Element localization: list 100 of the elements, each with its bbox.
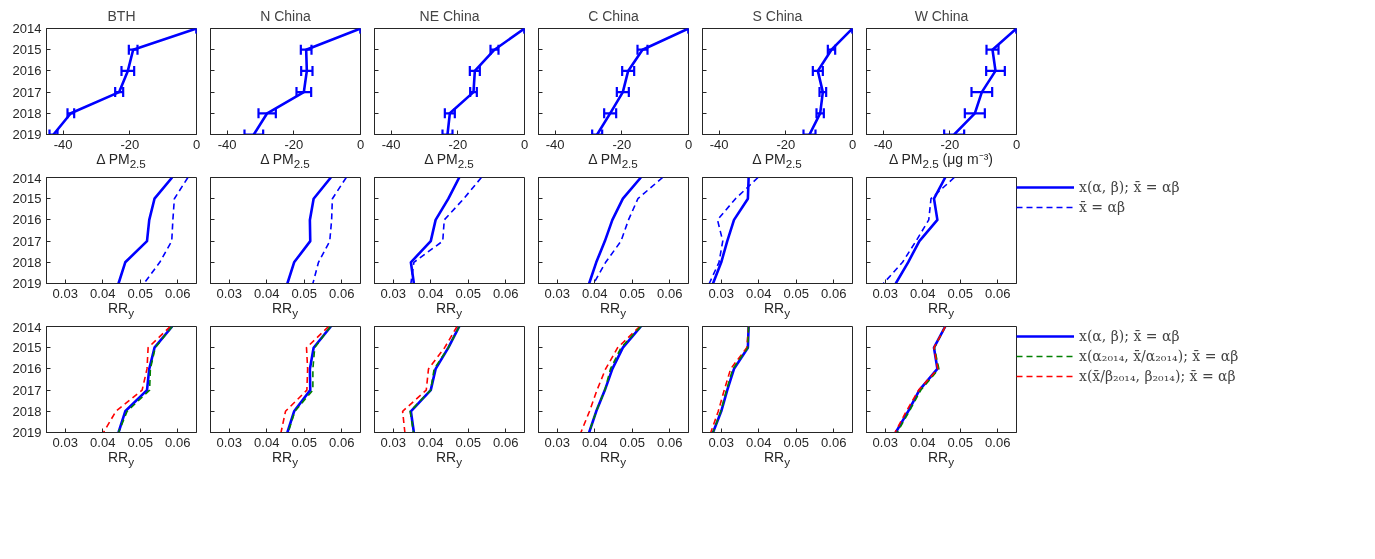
legend-label: x(x̄/β₂₀₁₄, β₂₀₁₄); x̄ = αβ	[1079, 368, 1236, 384]
y-tick-label: 2019	[12, 127, 42, 142]
x-axis-title: Δ PM$_{2.5}$	[587, 151, 639, 172]
x-tick-label: 0	[848, 136, 857, 152]
x-tick-label: -20	[612, 136, 632, 152]
x-tick-label: 0.03	[52, 434, 78, 450]
y-tick-label: 2016	[12, 63, 42, 79]
x-tick-label: 0.06	[821, 434, 847, 450]
x-tick-label: 0.06	[657, 285, 683, 301]
y-tick-label: 2015	[12, 42, 42, 58]
y-tick-label: 2016	[12, 361, 42, 377]
x-tick-label: -40	[381, 136, 401, 152]
x-tick-label: 0.04	[746, 285, 772, 301]
x-tick-label: -40	[217, 136, 237, 152]
x-axis-title: RR$_{y}$	[270, 300, 300, 321]
x-tick-label: 0.05	[947, 434, 973, 450]
x-tick-label: 0	[356, 136, 365, 152]
y-tick-label: 2016	[12, 212, 42, 228]
x-tick-label: -40	[53, 136, 73, 152]
chart-title: BTH	[107, 7, 136, 24]
legend-label: x(α, β); x̄ = αβ	[1079, 179, 1180, 195]
x-axis-title: Δ PM$_{2.5}$ (μg m⁻³)	[888, 151, 994, 172]
y-tick-label: 2015	[12, 191, 42, 207]
x-tick-label: 0.04	[90, 285, 116, 301]
x-tick-label: 0.04	[910, 434, 936, 450]
x-axis-title: Δ PM$_{2.5}$	[423, 151, 475, 172]
x-tick-label: 0.06	[493, 434, 519, 450]
x-tick-label: 0.05	[127, 434, 153, 450]
x-axis-title: Δ PM$_{2.5}$	[95, 151, 147, 172]
x-tick-label: 0.05	[783, 285, 809, 301]
x-tick-label: 0	[520, 136, 529, 152]
x-tick-label: 0.03	[872, 434, 898, 450]
x-axis-title: RR$_{y}$	[926, 449, 956, 470]
x-tick-label: -20	[940, 136, 960, 152]
x-tick-label: 0.05	[291, 434, 317, 450]
chart-title: N China	[260, 7, 311, 24]
x-tick-label: 0.06	[165, 285, 191, 301]
x-tick-label: -40	[545, 136, 565, 152]
x-tick-label: 0.06	[329, 285, 355, 301]
x-tick-label: 0.06	[329, 434, 355, 450]
y-tick-label: 2014	[12, 21, 42, 36]
x-tick-label: -20	[284, 136, 304, 152]
y-tick-label: 2017	[12, 233, 42, 249]
x-tick-label: 0.06	[493, 285, 519, 301]
x-axis-title: RR$_{y}$	[106, 449, 136, 470]
x-tick-label: 0.03	[380, 434, 406, 450]
x-axis-title: RR$_{y}$	[106, 300, 136, 321]
x-axis-title: RR$_{y}$	[762, 449, 792, 470]
y-tick-label: 2018	[12, 105, 42, 121]
x-tick-label: 0.05	[619, 285, 645, 301]
x-tick-label: 0.03	[708, 285, 734, 301]
x-tick-label: 0.03	[872, 285, 898, 301]
x-tick-label: -40	[873, 136, 893, 152]
y-tick-label: 2017	[12, 382, 42, 398]
y-tick-label: 2015	[12, 340, 42, 356]
legend-label: x̄ = αβ	[1079, 199, 1126, 215]
y-tick-label: 2018	[12, 254, 42, 270]
legend-label: x(α₂₀₁₄, x̄/α₂₀₁₄); x̄ = αβ	[1079, 348, 1239, 364]
x-tick-label: 0.06	[821, 285, 847, 301]
x-tick-label: 0.04	[254, 285, 280, 301]
chart-title: C China	[588, 7, 639, 24]
x-axis-title: Δ PM$_{2.5}$	[259, 151, 311, 172]
chart-title: S China	[752, 7, 803, 24]
x-tick-label: 0.04	[418, 285, 444, 301]
x-tick-label: 0.06	[985, 434, 1011, 450]
x-axis-title: RR$_{y}$	[926, 300, 956, 321]
x-tick-label: 0.03	[52, 285, 78, 301]
x-tick-label: 0	[684, 136, 693, 152]
x-axis-title: Δ PM$_{2.5}$	[751, 151, 803, 172]
x-tick-label: 0.04	[90, 434, 116, 450]
x-tick-label: 0.05	[455, 434, 481, 450]
x-tick-label: 0.05	[291, 285, 317, 301]
x-tick-label: 0.05	[127, 285, 153, 301]
y-tick-label: 2019	[12, 276, 42, 291]
x-tick-label: 0.06	[657, 434, 683, 450]
x-tick-label: -40	[709, 136, 729, 152]
x-tick-label: 0.04	[746, 434, 772, 450]
x-tick-label: 0.04	[582, 285, 608, 301]
x-tick-label: 0.04	[910, 285, 936, 301]
x-tick-label: 0.03	[544, 434, 570, 450]
x-tick-label: 0.03	[708, 434, 734, 450]
x-tick-label: 0.05	[455, 285, 481, 301]
x-tick-label: 0.05	[947, 285, 973, 301]
x-tick-label: 0.04	[582, 434, 608, 450]
y-tick-label: 2017	[12, 84, 42, 100]
x-tick-label: -20	[776, 136, 796, 152]
x-tick-label: 0.04	[418, 434, 444, 450]
x-tick-label: 0.03	[216, 434, 242, 450]
chart-title: W China	[914, 7, 969, 24]
legend-label: x(α, β); x̄ = αβ	[1079, 328, 1180, 344]
chart-title: NE China	[419, 7, 480, 24]
x-axis-title: RR$_{y}$	[762, 300, 792, 321]
x-tick-label: 0.03	[216, 285, 242, 301]
x-tick-label: 0	[192, 136, 201, 152]
x-tick-label: -20	[120, 136, 140, 152]
x-tick-label: 0.06	[985, 285, 1011, 301]
x-tick-label: -20	[448, 136, 468, 152]
x-tick-label: 0.05	[783, 434, 809, 450]
x-tick-label: 0.03	[380, 285, 406, 301]
x-tick-label: 0.06	[165, 434, 191, 450]
